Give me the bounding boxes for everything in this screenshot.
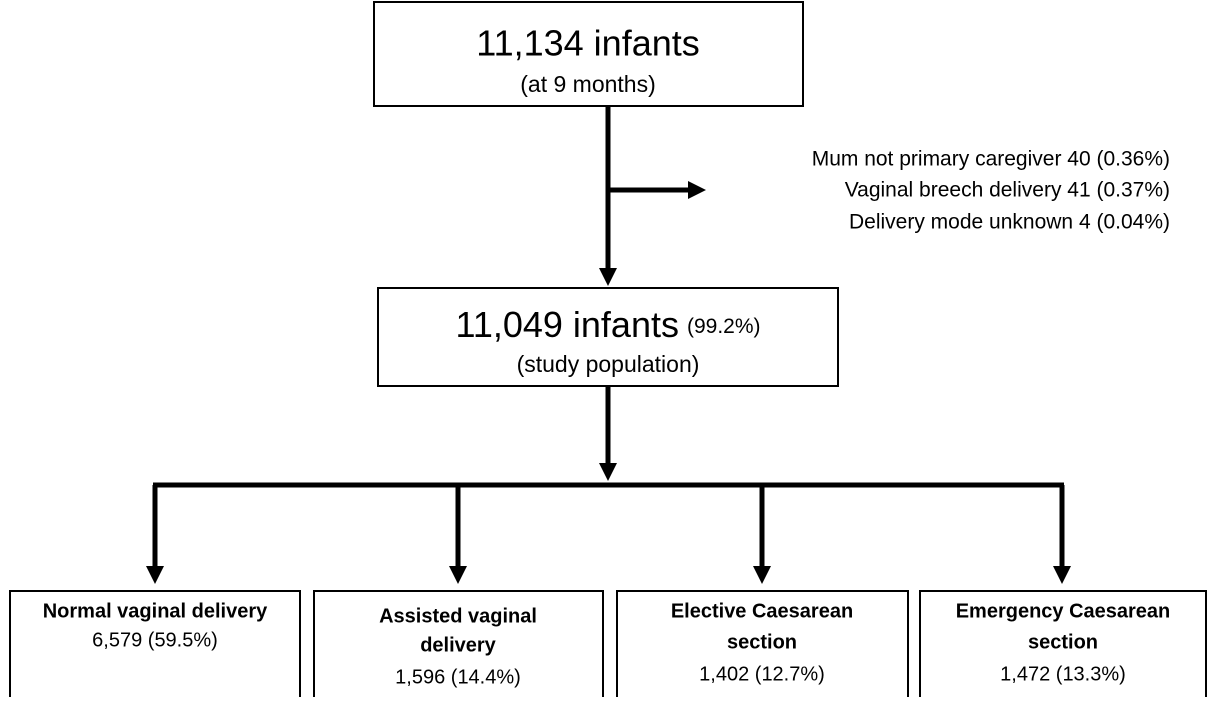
- exclusion: Delivery mode unknown 4 (0.04%): [849, 211, 1170, 234]
- group-title: Emergency Caesarean: [956, 600, 1171, 622]
- group-title: section: [727, 631, 797, 653]
- group-title: section: [1028, 631, 1098, 653]
- study-box: [377, 287, 839, 387]
- group-box: [616, 590, 909, 702]
- top-title: 11,134 infants: [476, 23, 700, 64]
- group-box: [919, 590, 1207, 702]
- group-box: [313, 590, 604, 702]
- group-count: 6,579 (59.5%): [92, 629, 218, 651]
- study-percent: (99.2%): [687, 315, 761, 338]
- top-box: [373, 1, 804, 107]
- arrowhead: [599, 268, 617, 286]
- arrowhead: [1053, 566, 1071, 584]
- group-box: [9, 590, 301, 702]
- arrowhead: [449, 566, 467, 584]
- group-title: Elective Caesarean: [671, 600, 853, 622]
- group-title: delivery: [420, 634, 496, 656]
- study-subtitle: (study population): [517, 351, 700, 377]
- branches: [146, 485, 1071, 584]
- arrowhead: [599, 463, 617, 481]
- exclusion: Mum not primary caregiver 40 (0.36%): [812, 148, 1170, 171]
- top-subtitle: (at 9 months): [520, 71, 656, 97]
- arrowhead: [688, 181, 706, 199]
- group-count: 1,596 (14.4%): [395, 666, 521, 688]
- arrowhead: [753, 566, 771, 584]
- group-count: 1,402 (12.7%): [699, 663, 825, 685]
- arrowhead: [146, 566, 164, 584]
- group-title: Assisted vaginal: [379, 605, 537, 627]
- group-count: 1,472 (13.3%): [1000, 663, 1126, 685]
- study-title: 11,049 infants: [455, 304, 679, 345]
- group-title: Normal vaginal delivery: [43, 600, 268, 622]
- exclusion: Vaginal breech delivery 41 (0.37%): [845, 179, 1170, 202]
- study-title-line: 11,049 infants (99.2%): [455, 304, 760, 345]
